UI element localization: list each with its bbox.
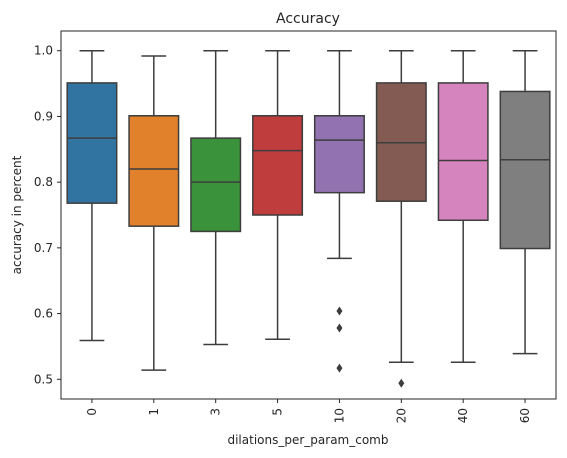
- x-tick-label: 40: [456, 408, 470, 423]
- outlier-point: [336, 306, 343, 316]
- plot-area: [66, 49, 551, 388]
- y-tick-label: 0.6: [34, 307, 53, 321]
- outlier-point: [336, 363, 343, 373]
- y-tick-label: 0.5: [34, 372, 53, 386]
- box-group-20: [375, 49, 427, 388]
- outlier-point: [336, 323, 343, 333]
- box-group-10: [313, 49, 365, 373]
- iqr-box: [252, 115, 304, 216]
- x-tick-label: 60: [518, 408, 532, 423]
- box-group-0: [66, 49, 118, 342]
- y-tick-label: 0.7: [34, 241, 53, 255]
- x-tick-label: 1: [147, 408, 161, 416]
- y-tick-label: 0.9: [34, 109, 53, 123]
- y-axis-label: accuracy in percent: [10, 155, 24, 274]
- box-group-3: [190, 49, 242, 346]
- x-axis-label: dilations_per_param_comb: [227, 433, 388, 447]
- box-group-1: [128, 55, 180, 371]
- x-tick-label: 20: [394, 408, 408, 423]
- iqr-box: [313, 115, 365, 194]
- x-tick-label: 3: [209, 408, 223, 416]
- plot-frame: [60, 30, 557, 400]
- chart-title: Accuracy: [276, 11, 340, 27]
- y-tick-label: 1.0: [34, 44, 53, 58]
- x-axis-ticks: 0 1 3 5 10 20 40 60: [85, 399, 532, 423]
- iqr-box: [437, 82, 489, 222]
- y-tick-label: 0.8: [34, 175, 53, 189]
- y-axis-ticks: 0.5 0.6 0.7 0.8 0.9 1.0: [34, 44, 61, 386]
- x-tick-label: 0: [85, 408, 99, 416]
- iqr-box: [66, 82, 118, 204]
- outlier-point: [398, 378, 405, 388]
- iqr-box: [190, 137, 242, 233]
- box-group-60: [499, 49, 551, 355]
- iqr-box: [128, 115, 180, 227]
- x-tick-label: 10: [332, 408, 346, 423]
- iqr-box: [499, 90, 551, 250]
- box-group-40: [437, 49, 489, 363]
- box-group-5: [252, 49, 304, 340]
- x-tick-label: 5: [271, 408, 285, 416]
